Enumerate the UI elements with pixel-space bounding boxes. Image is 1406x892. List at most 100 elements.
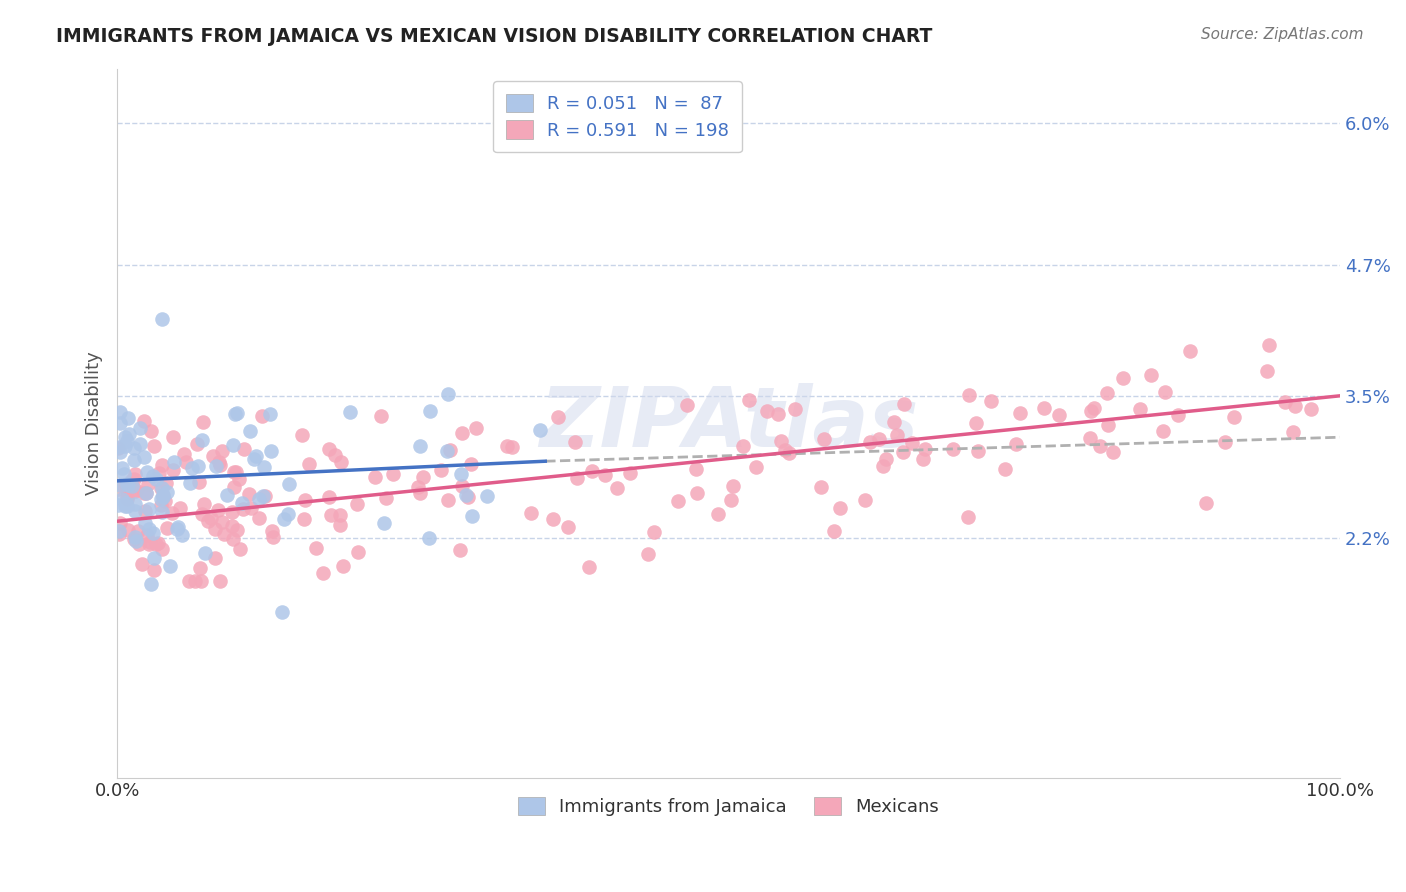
Y-axis label: Vision Disability: Vision Disability [86,351,103,495]
Point [222,465,245,479]
Point [121,473,143,487]
Point [914,442,936,457]
Point [232,501,254,516]
Point [247,492,270,507]
Point [456,488,478,502]
Point [643,525,665,540]
Point [451,425,474,440]
Point [142,550,165,565]
Point [457,490,479,504]
Point [156,484,179,499]
Point [496,439,519,453]
Point [720,493,742,508]
Point [593,468,616,483]
Point [291,427,314,442]
Point [208,455,231,469]
Point [152,487,174,501]
Point [179,476,201,491]
Point [181,461,204,475]
Point [319,508,342,522]
Point [1129,401,1152,416]
Point [143,563,166,577]
Point [373,516,395,530]
Point [226,406,249,420]
Point [1102,445,1125,459]
Point [124,533,146,547]
Point [108,516,131,530]
Point [239,424,262,438]
Point [409,439,432,453]
Point [190,574,212,589]
Point [152,490,174,504]
Point [221,504,243,518]
Point [173,447,195,461]
Point [1153,424,1175,438]
Point [188,475,211,489]
Point [810,480,832,494]
Point [330,455,353,469]
Point [637,547,659,561]
Point [721,479,744,493]
Point [619,467,641,481]
Point [150,481,173,495]
Point [370,409,392,423]
Point [768,407,790,421]
Point [1195,496,1218,510]
Point [475,489,498,503]
Point [193,415,215,429]
Point [145,472,167,486]
Point [686,486,709,500]
Point [118,426,141,441]
Point [1257,338,1279,352]
Point [228,472,250,486]
Point [868,432,890,446]
Point [114,477,136,491]
Point [124,472,146,486]
Point [292,511,315,525]
Point [1167,409,1189,423]
Point [115,483,138,498]
Point [107,527,129,541]
Point [243,451,266,466]
Point [886,428,908,442]
Point [1299,402,1322,417]
Point [162,430,184,444]
Point [1047,409,1070,423]
Point [209,458,232,472]
Point [135,485,157,500]
Point [501,440,523,454]
Point [200,510,222,524]
Point [823,524,845,539]
Point [277,477,299,491]
Point [149,482,172,496]
Point [138,534,160,549]
Point [893,396,915,410]
Point [238,487,260,501]
Point [853,492,876,507]
Point [1274,394,1296,409]
Point [1080,403,1102,417]
Point [146,535,169,549]
Point [225,465,247,479]
Point [875,452,897,467]
Point [204,523,226,537]
Point [980,394,1002,409]
Point [111,461,134,475]
Point [666,493,689,508]
Point [375,491,398,505]
Point [1223,410,1246,425]
Point [122,442,145,456]
Point [177,574,200,589]
Point [437,493,460,508]
Point [122,453,145,467]
Point [148,466,170,480]
Point [191,434,214,448]
Point [117,524,139,538]
Point [318,442,340,456]
Point [737,392,759,407]
Point [221,519,243,533]
Point [451,479,474,493]
Point [259,407,281,421]
Point [1097,417,1119,432]
Point [318,491,340,505]
